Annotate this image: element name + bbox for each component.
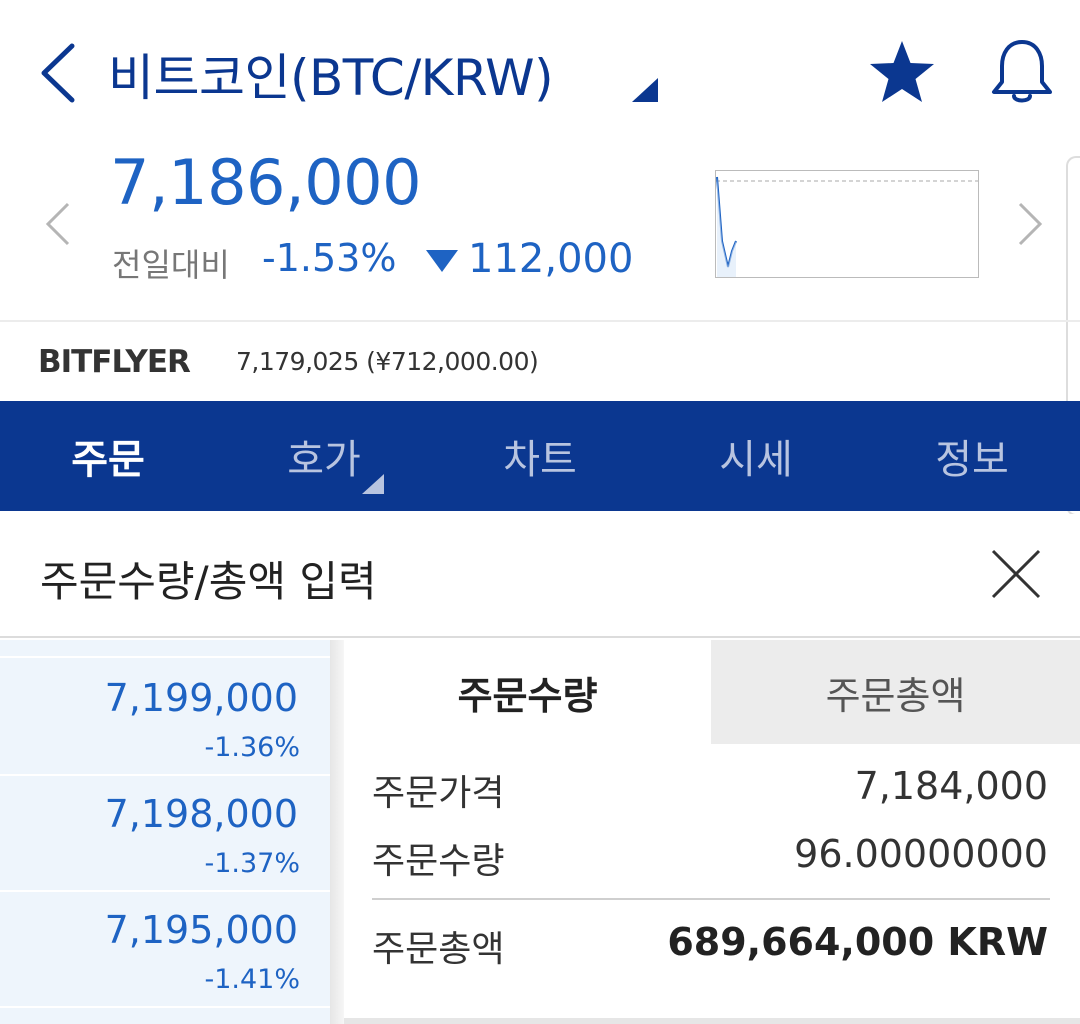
prev-coin-button[interactable] xyxy=(38,196,78,252)
sparkline xyxy=(716,176,978,277)
main-tabs: 주문 호가 차트 시세 정보 xyxy=(0,401,1080,511)
tab-orderbook[interactable]: 호가 xyxy=(287,437,361,483)
bell-icon xyxy=(992,40,1052,103)
mini-price-chart[interactable] xyxy=(715,170,979,278)
chevron-right-icon xyxy=(1018,202,1043,246)
divider xyxy=(0,320,1080,322)
orderbook-price[interactable]: 7,195,000 xyxy=(104,908,298,952)
divider xyxy=(372,898,1050,900)
back-button[interactable] xyxy=(30,38,90,108)
tab-order[interactable]: 주문 xyxy=(71,437,145,483)
star-icon xyxy=(870,41,934,102)
favorite-button[interactable] xyxy=(866,38,938,108)
page-title[interactable]: 비트코인(BTC/KRW) xyxy=(108,49,554,107)
row-separator xyxy=(0,774,330,776)
close-button[interactable] xyxy=(990,548,1042,600)
orderbook-percent: -1.37% xyxy=(204,848,300,879)
tab-chart[interactable]: 차트 xyxy=(503,437,577,483)
tab-info[interactable]: 정보 xyxy=(935,437,1009,483)
modal-title: 주문수량/총액 입력 xyxy=(40,557,377,606)
exchange-price: 7,179,025 (¥712,000.00) xyxy=(236,347,539,376)
order-price-value[interactable]: 7,184,000 xyxy=(854,764,1048,808)
alert-button[interactable] xyxy=(988,36,1056,108)
order-qty-value[interactable]: 96.00000000 xyxy=(794,832,1048,876)
orderbook-list[interactable]: 7,199,000 -1.36% 7,198,000 -1.37% 7,195,… xyxy=(0,640,330,1024)
row-separator xyxy=(0,656,330,658)
segment-total[interactable]: 주문총액 xyxy=(711,640,1080,744)
exchange-name: BITFLYER xyxy=(38,344,191,380)
close-icon xyxy=(991,549,1041,599)
modal-header xyxy=(0,514,1080,638)
orderbook-percent: -1.41% xyxy=(204,964,300,995)
segment-quantity[interactable]: 주문수량 xyxy=(344,640,711,744)
back-icon xyxy=(41,43,75,103)
orderbook-price[interactable]: 7,199,000 xyxy=(104,676,298,720)
change-amount: 112,000 xyxy=(468,236,634,282)
current-price: 7,186,000 xyxy=(110,146,422,219)
triangle-down-icon xyxy=(426,250,458,272)
order-qty-label: 주문수량 xyxy=(372,841,505,882)
row-separator xyxy=(0,1006,330,1008)
app-header: 비트코인(BTC/KRW) xyxy=(0,0,1080,140)
orderbook-price[interactable]: 7,198,000 xyxy=(104,792,298,836)
orderbook-percent: -1.36% xyxy=(204,732,300,763)
caret-down-icon[interactable] xyxy=(632,78,658,102)
change-label: 전일대비 xyxy=(112,246,230,284)
chevron-left-icon xyxy=(45,202,70,246)
order-total-value: 689,664,000 KRW xyxy=(667,920,1048,964)
row-separator xyxy=(0,890,330,892)
panel-bottom-edge xyxy=(344,1018,1080,1024)
order-price-label: 주문가격 xyxy=(372,773,505,814)
order-total-label: 주문총액 xyxy=(372,929,505,970)
change-percent: -1.53% xyxy=(262,236,397,280)
caret-down-icon[interactable] xyxy=(362,474,384,494)
next-coin-button[interactable] xyxy=(1010,196,1050,252)
tab-market[interactable]: 시세 xyxy=(719,437,793,483)
panel-shadow xyxy=(330,640,344,1024)
